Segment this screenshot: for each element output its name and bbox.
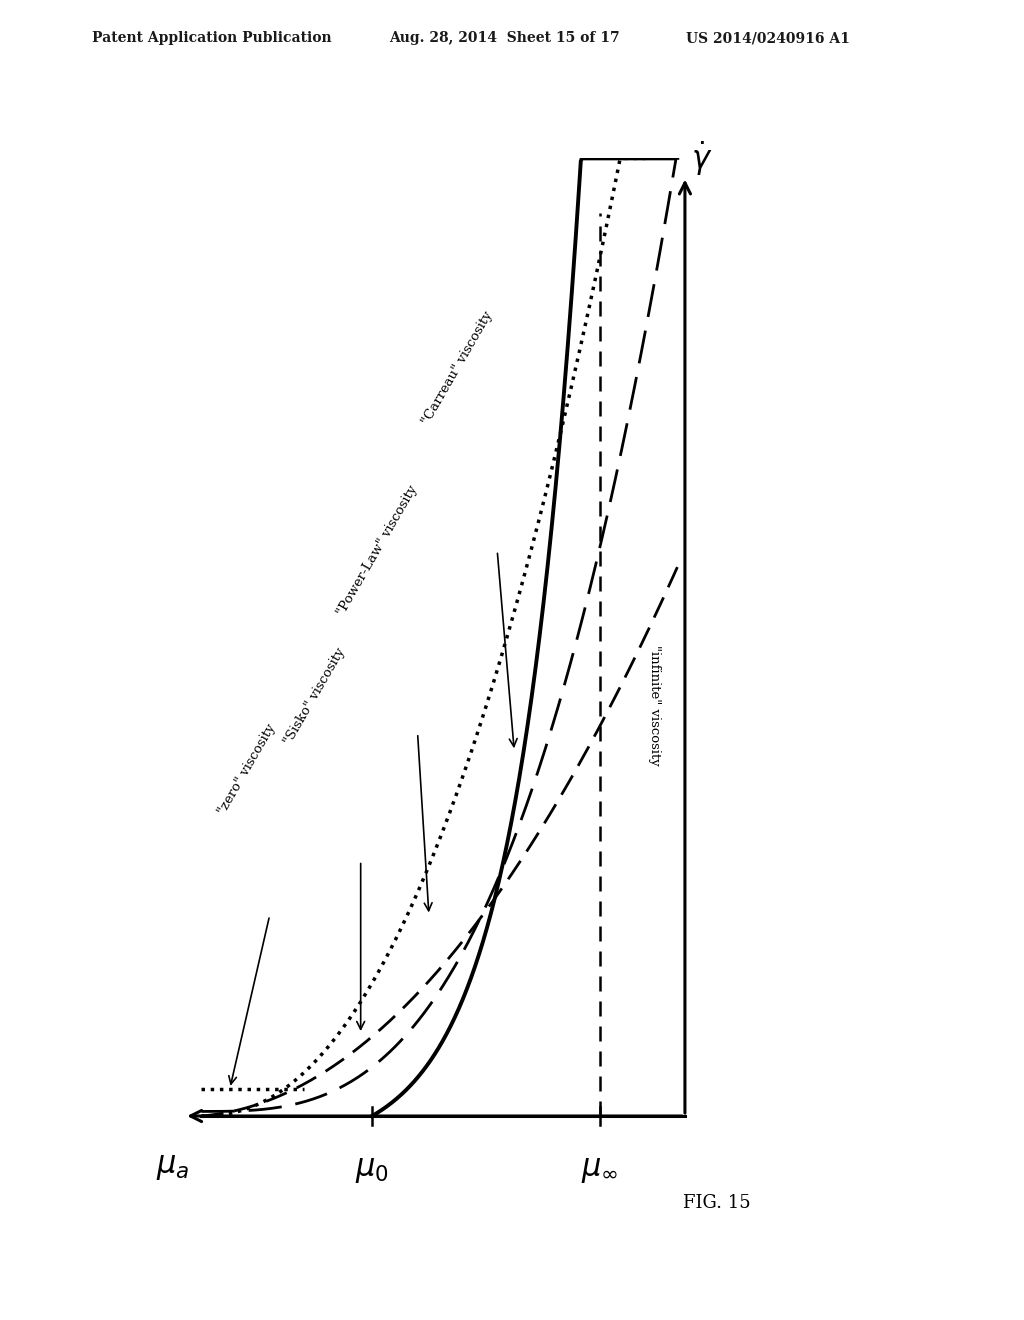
Text: $\mu_a$: $\mu_a$ (157, 1151, 189, 1181)
Text: "infinite" viscosity: "infinite" viscosity (648, 645, 660, 766)
Text: "Power-Law" viscosity: "Power-Law" viscosity (335, 483, 421, 618)
Text: "Sisko" viscosity: "Sisko" viscosity (283, 645, 348, 747)
Text: $\mu_0$: $\mu_0$ (355, 1154, 389, 1185)
Text: FIG. 15: FIG. 15 (683, 1193, 751, 1212)
Text: $\mu_{\infty}$: $\mu_{\infty}$ (581, 1154, 618, 1185)
Text: "Carreau" viscosity: "Carreau" viscosity (420, 309, 496, 428)
Text: Aug. 28, 2014  Sheet 15 of 17: Aug. 28, 2014 Sheet 15 of 17 (389, 32, 620, 45)
Text: Patent Application Publication: Patent Application Publication (92, 32, 332, 45)
Text: "zero" viscosity: "zero" viscosity (216, 722, 279, 817)
Text: US 2014/0240916 A1: US 2014/0240916 A1 (686, 32, 850, 45)
Text: $\dot{\gamma}$: $\dot{\gamma}$ (691, 139, 713, 178)
